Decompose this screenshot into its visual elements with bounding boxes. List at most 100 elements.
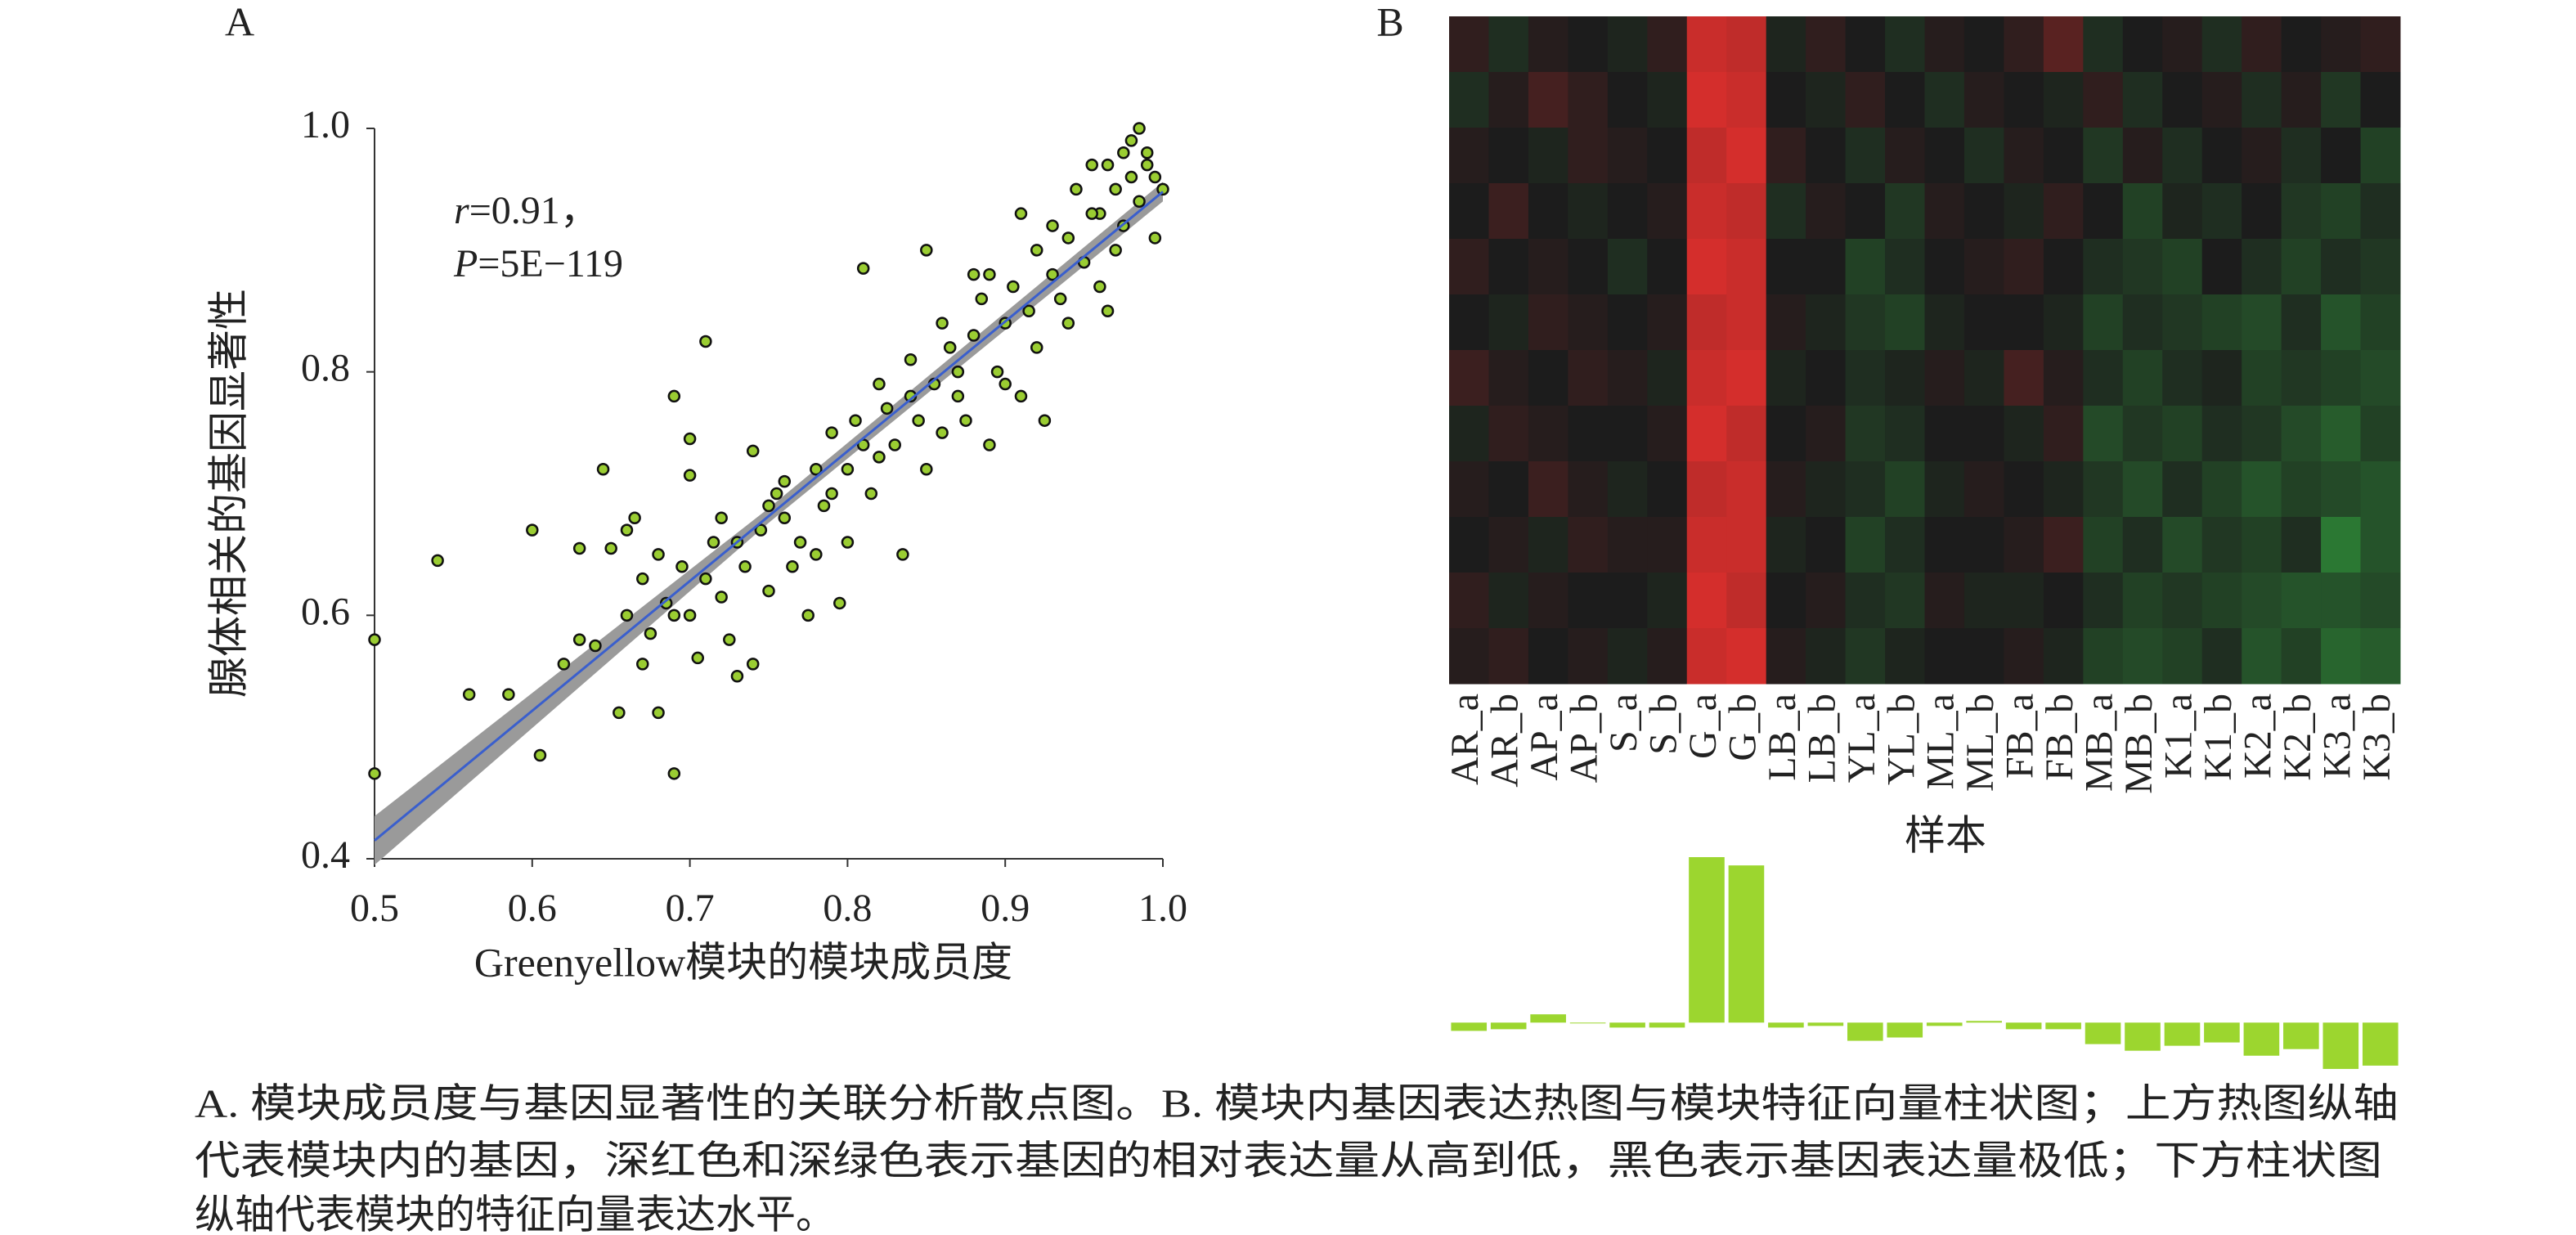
heatmap-cell <box>2162 461 2203 518</box>
data-point <box>936 426 949 439</box>
heatmap-cell <box>2004 628 2044 685</box>
heatmap-cell <box>2004 16 2044 73</box>
annotation: P=5E−119 <box>453 242 623 285</box>
heatmap-cell <box>2043 517 2084 573</box>
heatmap-cell <box>2162 350 2203 406</box>
data-point <box>936 317 949 330</box>
heatmap-cell <box>1647 461 1688 518</box>
heatmap-cell <box>1568 239 1609 295</box>
heatmap-cell <box>1885 72 1925 128</box>
heatmap-cell <box>1528 628 1568 685</box>
heatmap-cell <box>1766 128 1806 184</box>
heatmap-cell <box>2360 461 2401 518</box>
heatmap-cell <box>1607 406 1648 462</box>
heatmap-cell <box>2201 461 2242 518</box>
heatmap-cell <box>1686 461 1727 518</box>
heatmap-cell <box>2360 406 2401 462</box>
data-point <box>1061 317 1075 330</box>
bar <box>1569 1022 1606 1024</box>
fit-line <box>374 191 1164 842</box>
heatmap-cell <box>1924 128 1965 184</box>
heatmap-cell <box>1963 350 2004 406</box>
heatmap-cell <box>1568 461 1609 518</box>
heatmap-cell <box>1528 128 1568 184</box>
data-point <box>533 748 547 762</box>
data-point <box>754 523 768 537</box>
heatmap-cell <box>1726 239 1767 295</box>
heatmap-cell <box>1686 294 1727 351</box>
y-tick-label: 1.0 <box>301 103 350 146</box>
heatmap-cell <box>2201 350 2242 406</box>
heatmap-cell <box>1528 517 1568 573</box>
x-tick-label: 0.9 <box>981 887 1030 930</box>
heatmap-cell <box>2281 128 2322 184</box>
x-axis-label: 样本 <box>1905 812 1986 858</box>
data-point <box>1085 158 1098 172</box>
heatmap-cell <box>1488 183 1529 240</box>
data-point <box>825 487 838 501</box>
heatmap-cell <box>1885 350 1925 406</box>
x-tick-label: K3_b <box>2355 694 2399 781</box>
y-tick-label: 0.8 <box>301 347 350 390</box>
data-point <box>1109 244 1122 257</box>
heatmap-cell <box>2201 16 2242 73</box>
x-tick-label: K1_a <box>2156 694 2200 779</box>
bar <box>1689 857 1725 1023</box>
heatmap-cell <box>2321 628 2362 685</box>
heatmap-cell <box>2043 350 2084 406</box>
data-point <box>1133 195 1146 209</box>
heatmap-cell <box>1449 128 1489 184</box>
data-point <box>683 469 697 482</box>
heatmap-cell <box>1607 294 1648 351</box>
data-point <box>738 560 752 573</box>
x-tick-label: AR_b <box>1483 694 1527 788</box>
heatmap-cell <box>1963 128 2004 184</box>
heatmap-cell <box>2004 461 2044 518</box>
annotation-text: =5E−119 <box>478 242 623 285</box>
heatmap-cell <box>1686 183 1727 240</box>
x-tick-label: YL_b <box>1879 694 1923 785</box>
heatmap-cell <box>1607 461 1648 518</box>
data-point <box>707 536 720 549</box>
bar <box>1728 865 1765 1023</box>
heatmap-cell <box>2281 573 2322 629</box>
heatmap-cell <box>2004 406 2044 462</box>
heatmap-cell <box>2201 128 2242 184</box>
data-point <box>975 292 989 306</box>
data-point <box>762 584 775 598</box>
data-point <box>1133 122 1146 135</box>
annotation-var: P <box>453 242 478 285</box>
heatmap-cell <box>1449 294 1489 351</box>
data-point <box>1070 182 1083 196</box>
heatmap-cell <box>2242 461 2282 518</box>
heatmap-cell <box>1607 350 1648 406</box>
heatmap-cell <box>2043 128 2084 184</box>
heatmap-cell <box>1726 573 1767 629</box>
x-axis-label: Greenyellow模块的模块成员度 <box>474 939 1012 985</box>
heatmap-cell <box>2122 128 2163 184</box>
heatmap-cell <box>1766 16 1806 73</box>
data-point <box>1053 292 1067 306</box>
annotation-var: r <box>454 189 469 232</box>
heatmap-cell <box>2083 16 2124 73</box>
heatmap-cell <box>2321 406 2362 462</box>
heatmap-cell <box>1963 16 2004 73</box>
heatmap-cell <box>1647 628 1688 685</box>
heatmap-cell <box>1686 239 1727 295</box>
heatmap-cell <box>1885 16 1925 73</box>
data-point <box>920 462 933 476</box>
heatmap-cell <box>1924 16 1965 73</box>
data-point <box>873 377 886 391</box>
caption-line: A. 模块成员度与基因显著性的关联分析散点图。B. 模块内基因表达热图与模块特征… <box>195 1080 2399 1125</box>
heatmap-cell <box>2201 72 2242 128</box>
heatmap-cell <box>2004 183 2044 240</box>
heatmap-cell <box>2242 128 2282 184</box>
data-point <box>1124 170 1138 184</box>
heatmap-cell <box>1924 183 1965 240</box>
data-point <box>368 633 381 646</box>
caption-line: 代表模块内的基因，深红色和深绿色表示基因的相对表达量从高到低，黑色表示基因表达量… <box>195 1138 2382 1183</box>
data-point <box>1030 341 1043 354</box>
heatmap-cell <box>1686 628 1727 685</box>
y-tick-label: 0.4 <box>301 833 350 877</box>
heatmap-cell <box>1963 294 2004 351</box>
